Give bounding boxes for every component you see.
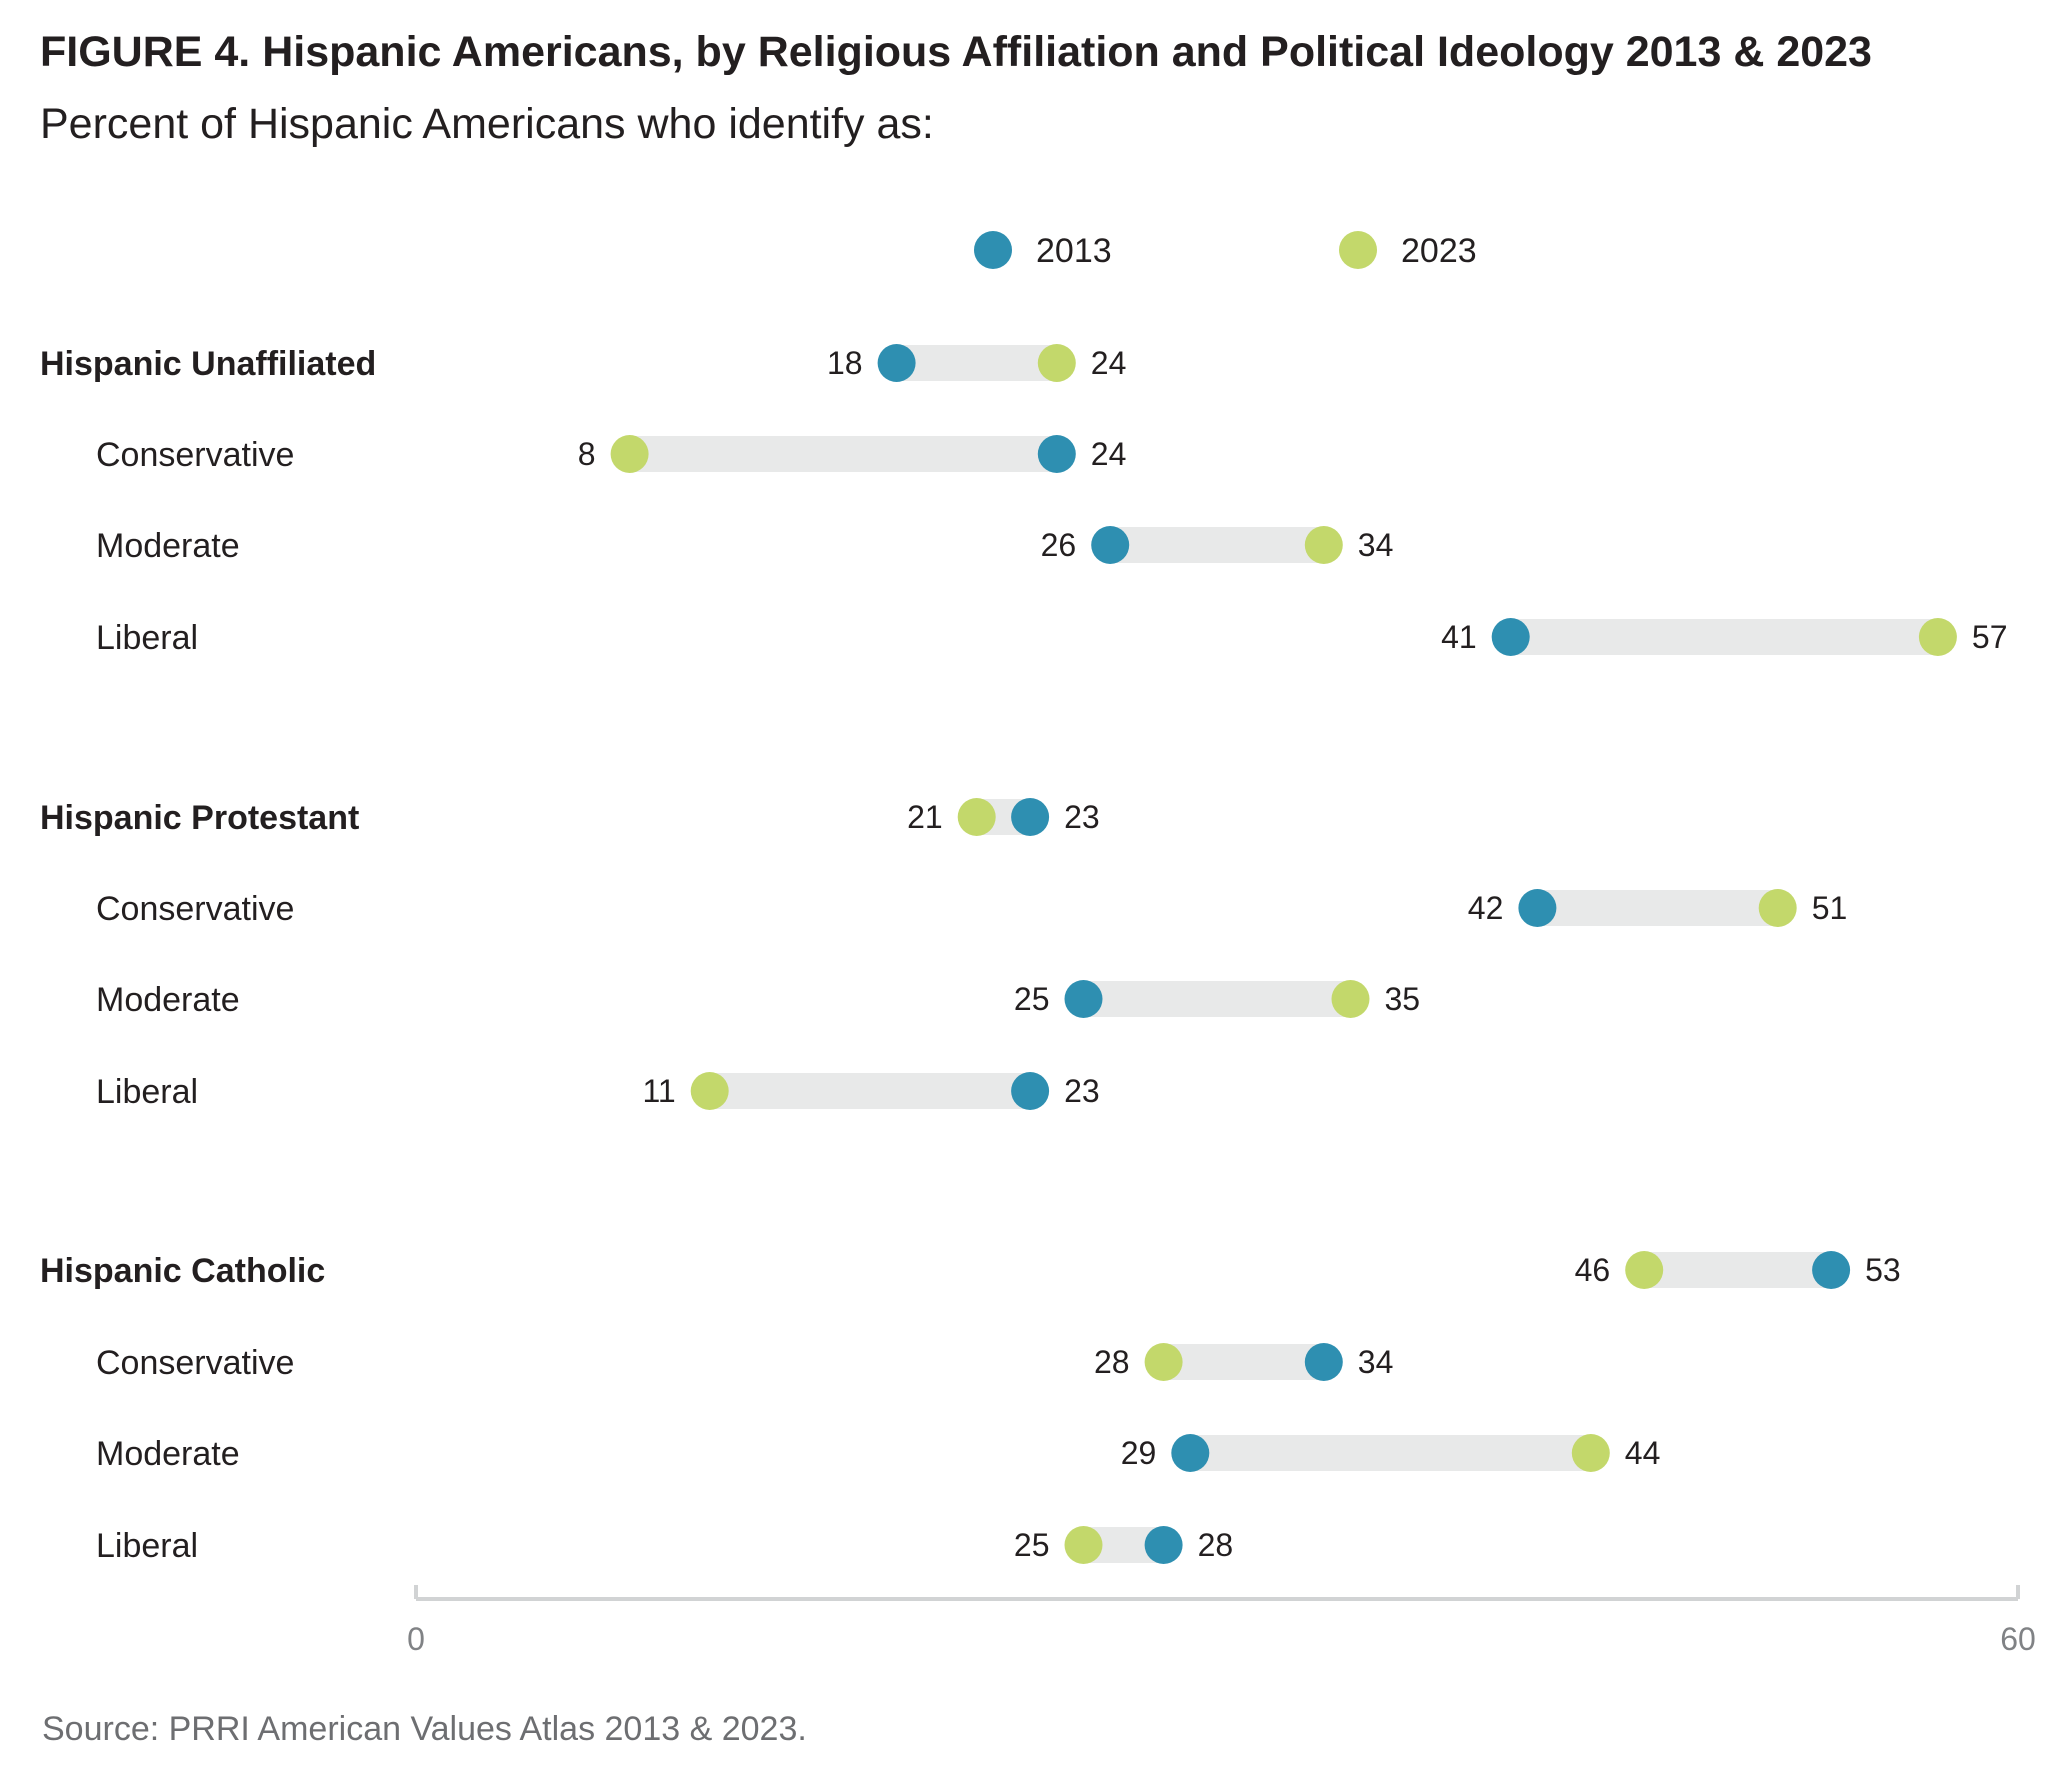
value-label-high: 35: [1385, 981, 1421, 1017]
legend: 2013 2023: [974, 231, 1477, 270]
chart-row: Conservative 42 51: [96, 889, 1847, 928]
legend-marker-2023: [1339, 231, 1377, 269]
row-label: Liberal: [96, 1527, 198, 1565]
range-bar: [629, 436, 1057, 472]
chart-row: Conservative 28 34: [96, 1343, 1393, 1382]
point-2013: [1037, 435, 1076, 473]
value-label-high: 24: [1091, 345, 1127, 381]
value-label-high: 28: [1198, 1527, 1234, 1563]
range-bar: [1537, 890, 1778, 926]
value-label-low: 25: [1014, 981, 1050, 1017]
row-label: Moderate: [96, 981, 240, 1019]
point-2023: [610, 435, 649, 473]
value-label-low: 11: [642, 1073, 675, 1109]
range-bar: [1644, 1252, 1832, 1288]
point-2023: [1571, 1434, 1610, 1472]
chart-row: Liberal 11 23: [96, 1072, 1100, 1111]
range-bar: [896, 345, 1057, 381]
row-label: Liberal: [96, 619, 198, 657]
point-2023: [1144, 1343, 1183, 1381]
value-label-high: 23: [1064, 1073, 1100, 1109]
chart-row: Conservative 8 24: [96, 435, 1126, 474]
chart-row: Liberal 25 28: [96, 1526, 1233, 1565]
point-2013: [877, 344, 916, 382]
point-2013: [1491, 618, 1530, 656]
row-label: Conservative: [96, 1344, 294, 1382]
row-label: Moderate: [96, 527, 240, 565]
point-2013: [1518, 889, 1557, 927]
point-2013: [1812, 1251, 1851, 1289]
point-2023: [1331, 980, 1370, 1018]
point-2013: [1171, 1434, 1210, 1472]
group-label: Hispanic Protestant: [40, 799, 359, 837]
value-label-low: 21: [907, 799, 943, 835]
value-label-high: 34: [1358, 1344, 1394, 1380]
legend-marker-2013: [974, 231, 1012, 269]
chart-rows: Hispanic Unaffiliated 18 24 Conservative 8 24…: [40, 344, 2007, 1565]
value-label-high: 34: [1358, 527, 1394, 563]
value-label-low: 46: [1575, 1252, 1611, 1288]
point-2023: [1304, 526, 1343, 564]
value-label-high: 23: [1064, 799, 1100, 835]
value-label-high: 57: [1972, 619, 2008, 655]
point-2023: [1625, 1251, 1664, 1289]
legend-label-2023: 2023: [1401, 232, 1477, 270]
point-2013: [1091, 526, 1130, 564]
chart-row: Moderate 26 34: [96, 526, 1393, 565]
group-label: Hispanic Unaffiliated: [40, 345, 376, 383]
row-label: Moderate: [96, 1435, 240, 1473]
value-label-low: 29: [1121, 1435, 1157, 1471]
value-label-high: 44: [1625, 1435, 1661, 1471]
range-bar: [1190, 1435, 1591, 1471]
row-label: Conservative: [96, 436, 294, 474]
legend-label-2013: 2013: [1036, 232, 1112, 270]
chart-row: Moderate 29 44: [96, 1434, 1660, 1473]
chart-row: Hispanic Unaffiliated 18 24: [40, 344, 1126, 383]
value-label-low: 18: [827, 345, 863, 381]
value-label-low: 28: [1094, 1344, 1130, 1380]
row-label: Conservative: [96, 890, 294, 928]
point-2013: [1144, 1526, 1183, 1564]
chart-row: Moderate 25 35: [96, 980, 1420, 1019]
row-label: Liberal: [96, 1073, 198, 1111]
chart-title: FIGURE 4. Hispanic Americans, by Religio…: [40, 28, 1872, 76]
chart-row: Liberal 41 57: [96, 618, 2007, 657]
point-2023: [1918, 618, 1957, 656]
value-label-low: 42: [1468, 890, 1504, 926]
chart-subtitle: Percent of Hispanic Americans who identi…: [40, 100, 934, 148]
range-bar: [1163, 1344, 1324, 1380]
value-label-low: 8: [578, 436, 596, 472]
range-bar: [1510, 619, 1938, 655]
point-2023: [1064, 1526, 1103, 1564]
value-label-high: 51: [1812, 890, 1848, 926]
x-axis: 0 60: [407, 1585, 2036, 1657]
tick-label: 0: [407, 1621, 425, 1657]
point-2013: [1304, 1343, 1343, 1381]
point-2013: [1064, 980, 1103, 1018]
group-label: Hispanic Catholic: [40, 1252, 325, 1290]
range-bar: [709, 1073, 1031, 1109]
value-label-low: 26: [1041, 527, 1077, 563]
point-2013: [1011, 1072, 1050, 1110]
point-2023: [957, 798, 996, 836]
value-label-high: 53: [1865, 1252, 1901, 1288]
chart-row: Hispanic Catholic 46 53: [40, 1251, 1901, 1290]
range-bar: [1110, 527, 1324, 563]
value-label-low: 25: [1014, 1527, 1050, 1563]
source-note: Source: PRRI American Values Atlas 2013 …: [42, 1710, 807, 1748]
point-2023: [1758, 889, 1797, 927]
value-label-low: 41: [1441, 619, 1477, 655]
point-2023: [690, 1072, 729, 1110]
point-2023: [1037, 344, 1076, 382]
range-bar: [1083, 981, 1351, 1017]
point-2013: [1011, 798, 1050, 836]
tick-label: 60: [2000, 1621, 2036, 1657]
value-label-high: 24: [1091, 436, 1127, 472]
chart-row: Hispanic Protestant 21 23: [40, 798, 1100, 837]
